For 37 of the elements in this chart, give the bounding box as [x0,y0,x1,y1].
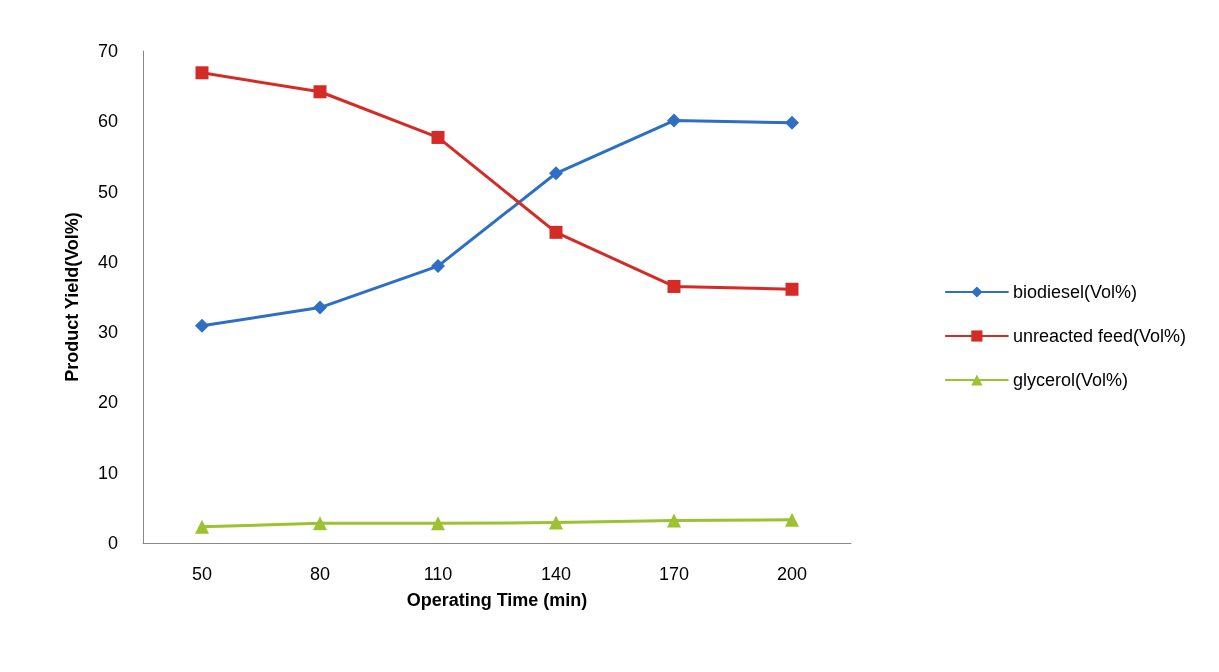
y-tick-label: 50 [97,181,118,202]
point [195,66,209,80]
y-tick-label: 40 [97,251,118,272]
point [785,115,799,130]
legend-label: unreacted feed(Vol%) [1012,326,1186,346]
point [313,516,327,531]
y-tick-label: 10 [97,462,118,483]
x-axis-title: Operating Time (min) [406,590,588,610]
point [667,113,681,128]
point [195,519,209,534]
point [667,513,681,528]
y-axis-title: Product Yield(Vol%) [62,212,82,382]
point [785,282,799,296]
point [549,225,563,239]
point [195,318,209,333]
point [667,279,681,293]
point [313,85,327,99]
point [549,166,563,181]
x-tick-label: 80 [309,564,331,584]
x-tick-label: 170 [658,564,690,584]
y-tick-label: 0 [107,533,118,553]
point [785,512,799,527]
x-tick-label: 110 [423,564,453,584]
y-tick-label: 70 [97,41,118,61]
x-tick-label: 50 [191,564,213,584]
y-tick-label: 30 [97,322,118,343]
x-tick-label: 200 [776,564,808,584]
legend-label: biodiesel(Vol%) [1012,282,1137,302]
point [313,300,327,315]
point [549,515,563,530]
legend-label: glycerol(Vol%) [1012,370,1128,390]
point [431,130,445,144]
x-tick-label: 140 [540,564,572,584]
point [431,259,445,274]
point [431,516,445,531]
y-tick-label: 60 [97,111,118,132]
y-tick-label: 20 [97,392,118,413]
